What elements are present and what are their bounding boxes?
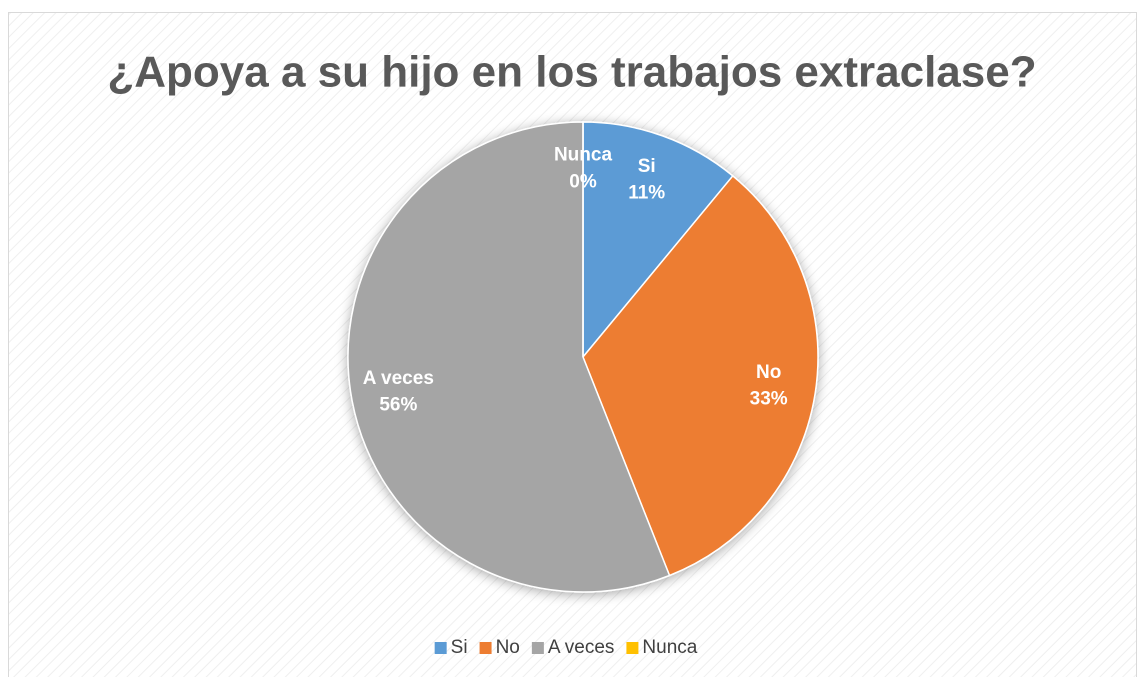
- data-label-value: 0%: [569, 171, 597, 192]
- legend-label: No: [496, 637, 520, 658]
- legend-swatch: [479, 642, 492, 654]
- data-label-value: 56%: [379, 395, 417, 416]
- chart-title: ¿Apoya a su hijo en los trabajos extracl…: [107, 48, 1036, 97]
- data-label: Nunca 0%: [554, 145, 613, 193]
- legend-label: Si: [451, 637, 468, 658]
- pie-slice: [582, 121, 734, 360]
- data-label-category: No: [756, 362, 781, 383]
- data-label-value: 33%: [750, 389, 788, 410]
- data-label-category: Si: [638, 156, 656, 177]
- data-label-value: 11%: [628, 182, 665, 203]
- data-label: No 33%: [750, 362, 788, 410]
- data-label-category: Nunca: [554, 145, 613, 166]
- legend-swatch: [434, 642, 447, 654]
- pie-slice: [582, 174, 819, 577]
- pie: [347, 121, 819, 593]
- data-label-category: A veces: [363, 368, 434, 389]
- data-label: A veces 56%: [363, 368, 434, 416]
- legend-label: A veces: [548, 637, 615, 658]
- pie-slice: [347, 121, 671, 593]
- legend-swatch: [531, 642, 544, 654]
- legend-label: Nunca: [642, 637, 697, 658]
- legend-swatch: [626, 642, 639, 654]
- data-label: Si 11%: [628, 156, 665, 204]
